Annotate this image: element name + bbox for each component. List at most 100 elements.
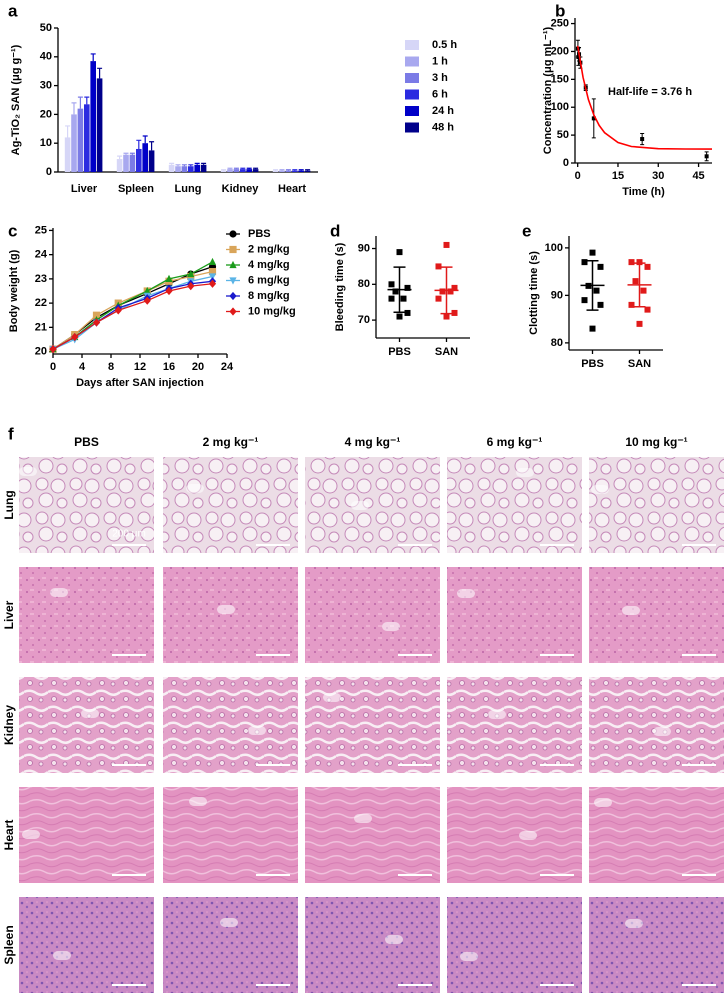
y-axis-label: Concentration (μg mL⁻¹) — [542, 26, 554, 154]
bar — [200, 164, 207, 172]
bar — [77, 108, 84, 172]
legend-marker — [229, 260, 237, 269]
y-axis-label: Clotting time (s) — [528, 251, 540, 335]
error-bar — [90, 53, 96, 62]
marker — [165, 286, 173, 296]
fit-curve — [576, 45, 713, 150]
error-bar — [227, 167, 233, 170]
row-label: Lung — [2, 490, 16, 519]
histology-image — [19, 457, 154, 553]
image-shade — [594, 798, 612, 807]
y-tick-label: 70 — [358, 314, 370, 326]
point — [640, 287, 647, 294]
column-header: PBS — [74, 435, 99, 449]
image-shade — [385, 935, 403, 944]
x-tick-label: SAN — [628, 358, 651, 370]
histology-image — [447, 567, 582, 663]
histology-image — [163, 897, 298, 993]
histology-image — [447, 787, 582, 883]
image-shade — [519, 831, 537, 840]
error-bar — [201, 162, 207, 165]
image-shade — [19, 467, 37, 476]
x-tick-label: Liver — [71, 183, 98, 195]
panel-letter: d — [330, 221, 340, 240]
bar — [84, 104, 90, 172]
x-axis-label: Days after SAN injection — [76, 377, 204, 389]
marker — [143, 296, 151, 305]
image-shade — [457, 589, 475, 598]
legend-label: 0.5 h — [432, 39, 457, 51]
legend-label: 6 mg/kg — [248, 274, 290, 286]
panel-letter: c — [8, 221, 17, 240]
panel-letter: a — [8, 1, 18, 20]
legend-swatch — [405, 122, 419, 133]
bar — [285, 170, 292, 172]
y-tick-label: 90 — [551, 289, 563, 301]
histology-image — [589, 567, 724, 663]
point — [597, 301, 604, 308]
image-shade — [81, 709, 99, 718]
error-bar — [175, 164, 181, 167]
histology-image — [305, 677, 440, 773]
point — [640, 137, 645, 142]
point — [435, 295, 442, 302]
row-label: Spleen — [2, 925, 16, 964]
histology-image — [19, 567, 154, 663]
error-bar — [129, 152, 135, 155]
panel-letter: b — [555, 1, 565, 20]
panel-letter: e — [522, 221, 531, 240]
point — [581, 297, 588, 304]
point — [388, 295, 395, 302]
bar — [175, 166, 181, 172]
legend-label: 2 mg/kg — [248, 243, 290, 255]
error-bar — [136, 139, 142, 149]
point — [400, 295, 407, 302]
histology-image — [305, 567, 440, 663]
column-header: 10 mg kg⁻¹ — [625, 435, 687, 449]
x-tick-label: 30 — [652, 170, 664, 182]
legend-swatch — [405, 40, 419, 50]
legend-label: 4 mg/kg — [248, 259, 290, 271]
histology-image — [19, 677, 154, 773]
point — [591, 116, 596, 121]
x-tick-label: PBS — [388, 346, 411, 358]
histology-image — [447, 897, 582, 993]
x-tick-label: Kidney — [222, 183, 260, 195]
error-bar — [298, 169, 304, 171]
error-bar — [221, 169, 227, 171]
bar — [142, 143, 148, 172]
y-axis-label: Body weight (g) — [8, 249, 20, 332]
bar — [292, 170, 298, 172]
marker — [208, 279, 217, 288]
y-tick-label: 50 — [40, 22, 52, 34]
bar — [246, 169, 252, 172]
y-tick-label: 250 — [551, 17, 569, 29]
error-bar — [440, 266, 453, 315]
error-bar — [240, 167, 246, 170]
bar — [96, 78, 103, 172]
marker — [208, 257, 217, 266]
bar — [220, 170, 227, 172]
image-shade — [351, 501, 369, 510]
point — [392, 288, 399, 295]
point — [628, 301, 635, 308]
x-tick-label: Lung — [175, 183, 202, 195]
legend-label: 48 h — [432, 121, 454, 133]
marker — [143, 286, 151, 295]
histology-image — [305, 787, 440, 883]
y-axis-label: Bleeding time (s) — [334, 242, 346, 331]
point — [597, 263, 604, 270]
error-bar — [149, 141, 155, 151]
y-tick-label: 23 — [35, 273, 47, 285]
y-tick-label: 30 — [40, 80, 52, 92]
error-bar — [253, 167, 259, 170]
image-shade — [354, 814, 372, 823]
y-tick-label: 20 — [35, 345, 47, 357]
legend-marker — [229, 277, 237, 285]
histology-image — [163, 787, 298, 883]
x-tick-label: 8 — [108, 361, 114, 373]
point — [404, 309, 411, 316]
bar — [148, 150, 155, 172]
marker — [92, 318, 101, 327]
